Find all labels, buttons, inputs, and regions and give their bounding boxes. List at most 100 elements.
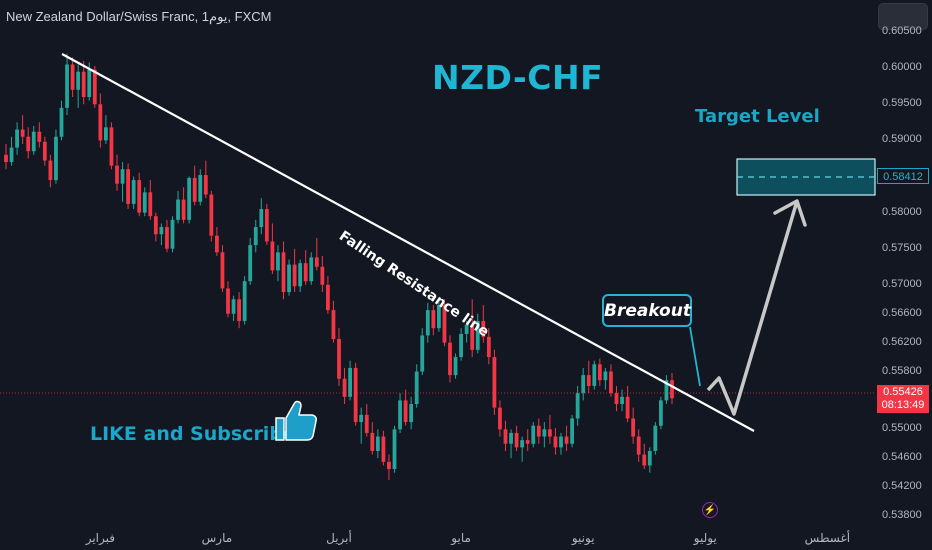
candle-body [659, 400, 663, 426]
candle-body [542, 429, 547, 437]
candle-body [597, 364, 602, 381]
candle-body [59, 107, 64, 137]
price-tick-label: 0.55000 [882, 422, 922, 435]
candle-body [514, 432, 519, 448]
candle-body [536, 425, 541, 437]
candle-body [564, 436, 569, 444]
candle-body [548, 429, 552, 437]
candle-body [170, 219, 175, 249]
candle-body [442, 305, 447, 343]
candle-body [259, 208, 264, 228]
candle-body [670, 380, 674, 399]
time-tick-label: أغسطس [804, 531, 851, 545]
candle-body [226, 288, 230, 314]
candle-body [215, 235, 219, 253]
time-tick-label: فبراير [85, 531, 115, 545]
candle-body [520, 440, 525, 448]
candle-body [609, 371, 613, 394]
candle-body [486, 336, 491, 358]
candle-body [420, 335, 425, 372]
price-tick-label: 0.60000 [882, 61, 922, 74]
candle-body [126, 169, 130, 204]
candle-series [4, 53, 674, 480]
breakout-pointer [689, 326, 701, 387]
candle-body [403, 400, 408, 423]
candle-body [392, 429, 397, 470]
candle-body [276, 252, 280, 271]
target-level-label: Target Level [695, 106, 820, 127]
candle-body [9, 147, 14, 163]
candle-body [109, 127, 114, 166]
candle-body [104, 127, 108, 141]
candle-body [248, 245, 253, 282]
symbol-header: New Zealand Dollar/Swiss Franc, 1يوم, FX… [6, 9, 272, 24]
candle-body [381, 436, 386, 462]
candle-body [364, 414, 369, 433]
candle-body [298, 263, 303, 287]
candle-body [398, 400, 402, 430]
candle-body [70, 64, 75, 90]
price-tick-label: 0.53800 [882, 509, 922, 521]
price-tick-label: 0.60500 [882, 25, 922, 37]
candle-body [636, 436, 641, 455]
candle-body [92, 69, 97, 105]
falling-resistance-line [61, 53, 755, 432]
candle-body [81, 71, 86, 98]
candle-body [592, 364, 597, 386]
candle-body [375, 436, 380, 451]
candle-body [314, 257, 319, 267]
candle-body [481, 320, 486, 337]
time-tick-label: يونيو [571, 531, 595, 545]
candle-body [459, 333, 463, 358]
candle-body [287, 264, 291, 293]
candle-body [242, 281, 247, 321]
candle-body [448, 342, 452, 376]
price-tick-label: 0.57500 [882, 241, 922, 254]
price-tick-label: 0.57000 [882, 277, 922, 290]
candle-body [264, 208, 269, 242]
candle-body [553, 436, 558, 448]
candle-body [425, 310, 430, 336]
candle-body [115, 165, 119, 184]
candle-body [525, 440, 530, 444]
candle-body [492, 357, 497, 408]
candle-body [181, 199, 186, 220]
like-subscribe-label: LIKE and Subscribe [90, 423, 296, 445]
candle-body [48, 160, 53, 181]
candle-body [531, 425, 536, 444]
candle-body [292, 264, 297, 287]
candle-body [453, 357, 458, 376]
price-tick-label: 0.55800 [882, 364, 922, 377]
pair-title: NZD-CHF [432, 58, 604, 97]
candle-body [309, 257, 314, 282]
candle-body [570, 418, 574, 444]
thumbs-up-icon [275, 400, 317, 441]
price-tick-label: 0.58000 [882, 205, 922, 218]
breakout-label: Breakout [604, 301, 691, 321]
candle-body [387, 461, 391, 470]
projection-path [706, 200, 799, 416]
candle-body [581, 375, 586, 394]
target-price-tag: 0.58412 [877, 168, 929, 184]
candle-body [653, 425, 658, 451]
candle-body [42, 141, 47, 161]
candle-body [625, 396, 630, 419]
candle-body [642, 454, 647, 466]
price-tick-label: 0.56600 [882, 306, 922, 319]
chart-menu-button[interactable] [878, 3, 928, 30]
candle-body [87, 69, 92, 98]
candle-body [475, 320, 480, 350]
candle-body [54, 136, 58, 181]
candle-body [237, 299, 241, 321]
candle-body [270, 241, 275, 271]
candle-body [370, 432, 375, 451]
time-tick-label: مايو [451, 531, 471, 545]
lightning-icon[interactable]: ⚡ [702, 502, 718, 518]
candle-body [331, 310, 336, 340]
candle-body [342, 378, 347, 397]
candle-body [209, 194, 214, 236]
candle-body [153, 216, 158, 235]
candle-body [353, 367, 358, 423]
current-price-value: 0.55426 [883, 386, 923, 398]
